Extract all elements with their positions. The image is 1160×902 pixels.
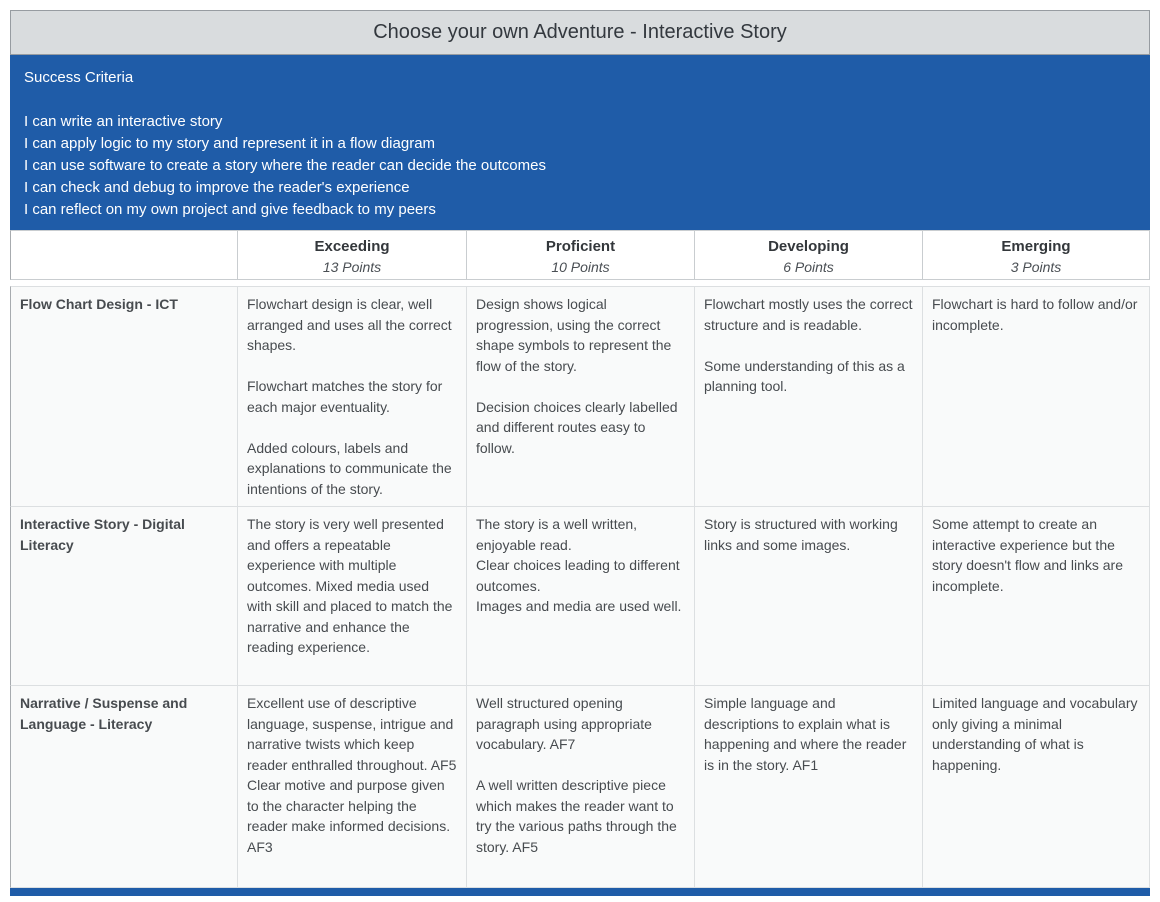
success-criteria-item: I can apply logic to my story and repres… xyxy=(24,135,436,152)
rubric-cell-proficient: Well structured opening paragraph using … xyxy=(466,686,694,888)
rubric-cell-emerging: Flowchart is hard to follow and/or incom… xyxy=(922,286,1150,507)
success-criteria-item: I can check and debug to improve the rea… xyxy=(24,179,410,196)
level-label: Proficient xyxy=(545,238,616,255)
success-criteria-item: I can write an interactive story xyxy=(24,113,223,130)
rubric-cell-proficient: Design shows logical progression, using … xyxy=(466,286,694,507)
level-points: 3 Points xyxy=(1010,259,1062,275)
rubric-cell-developing: Flowchart mostly uses the correct struct… xyxy=(694,286,922,507)
rubric-table: Exceeding 13 Points Proficient 10 Points… xyxy=(10,230,1150,888)
rubric-cell-exceeding: The story is very well presented and off… xyxy=(237,507,466,686)
rubric-cell-exceeding: Excellent use of descriptive language, s… xyxy=(237,686,466,888)
rubric-body: Flow Chart Design - ICT Flowchart design… xyxy=(10,286,1150,888)
next-section-strip xyxy=(10,888,1150,896)
header-body-gap xyxy=(10,280,1150,286)
level-header-proficient: Proficient 10 Points xyxy=(466,230,694,280)
rubric-row-narrative-language: Narrative / Suspense and Language - Lite… xyxy=(10,686,1150,888)
rubric-row-interactive-story: Interactive Story - Digital Literacy The… xyxy=(10,507,1150,686)
success-criteria-item: I can use software to create a story whe… xyxy=(24,157,546,174)
rubric-cell-emerging: Some attempt to create an interactive ex… xyxy=(922,507,1150,686)
rubric-row-flow-chart-design: Flow Chart Design - ICT Flowchart design… xyxy=(10,286,1150,507)
level-header-exceeding: Exceeding 13 Points xyxy=(237,230,466,280)
level-points: 10 Points xyxy=(551,259,610,275)
page-title-bar: Choose your own Adventure - Interactive … xyxy=(10,10,1150,55)
success-criteria-heading: Success Criteria xyxy=(24,69,134,86)
criterion-label: Interactive Story - Digital Literacy xyxy=(10,507,237,686)
level-label: Exceeding xyxy=(314,238,390,255)
level-points: 6 Points xyxy=(783,259,834,275)
rubric-cell-developing: Story is structured with working links a… xyxy=(694,507,922,686)
criterion-label: Flow Chart Design - ICT xyxy=(10,286,237,507)
level-points: 13 Points xyxy=(322,259,382,275)
rubric-page: Choose your own Adventure - Interactive … xyxy=(10,10,1150,896)
level-label: Emerging xyxy=(1001,238,1071,255)
success-criteria-panel: Success Criteria I can write an interact… xyxy=(10,55,1150,230)
rubric-cell-exceeding: Flowchart design is clear, well arranged… xyxy=(237,286,466,507)
level-header-developing: Developing 6 Points xyxy=(694,230,922,280)
rubric-header-row: Exceeding 13 Points Proficient 10 Points… xyxy=(10,230,1150,280)
level-header-emerging: Emerging 3 Points xyxy=(922,230,1150,280)
rubric-cell-emerging: Limited language and vocabulary only giv… xyxy=(922,686,1150,888)
header-corner-cell xyxy=(10,230,237,280)
page-title: Choose your own Adventure - Interactive … xyxy=(373,21,787,43)
rubric-cell-proficient: The story is a well written, enjoyable r… xyxy=(466,507,694,686)
rubric-cell-developing: Simple language and descriptions to expl… xyxy=(694,686,922,888)
success-criteria-item: I can reflect on my own project and give… xyxy=(24,201,436,218)
criterion-label: Narrative / Suspense and Language - Lite… xyxy=(10,686,237,888)
level-label: Developing xyxy=(768,238,849,255)
